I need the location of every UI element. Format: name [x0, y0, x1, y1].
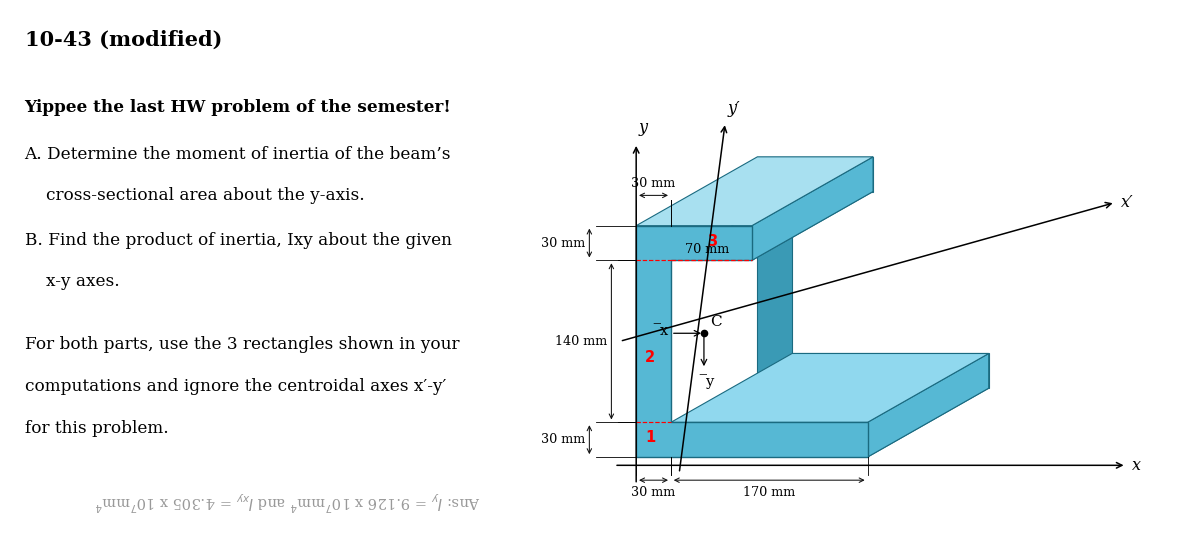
Text: 70 mm: 70 mm	[685, 243, 730, 256]
Text: 30 mm: 30 mm	[631, 486, 676, 499]
Text: 30 mm: 30 mm	[631, 177, 676, 190]
Text: ̅y: ̅y	[707, 374, 715, 389]
Polygon shape	[636, 226, 868, 457]
Text: 170 mm: 170 mm	[743, 486, 796, 499]
Text: x-y axes.: x-y axes.	[47, 273, 120, 290]
Text: cross-sectional area about the y-axis.: cross-sectional area about the y-axis.	[47, 187, 365, 205]
Text: Yippee the last HW problem of the semester!: Yippee the last HW problem of the semest…	[24, 99, 451, 116]
Polygon shape	[636, 157, 874, 226]
Text: 1: 1	[644, 430, 655, 445]
Text: B. Find the product of inertia, Ixy about the given: B. Find the product of inertia, Ixy abou…	[24, 232, 451, 249]
Text: computations and ignore the centroidal axes x′-y′: computations and ignore the centroidal a…	[24, 378, 446, 395]
Text: A. Determine the moment of inertia of the beam’s: A. Determine the moment of inertia of th…	[24, 146, 451, 163]
Text: ̅x: ̅x	[660, 324, 668, 337]
Text: for this problem.: for this problem.	[24, 420, 168, 437]
Text: y′: y′	[728, 100, 740, 117]
Text: Ans: $I_y$ = 9.126 x 10$^7$mm$^4$ and $I_{xy}$ = 4.305 x 10$^7$mm$^4$: Ans: $I_y$ = 9.126 x 10$^7$mm$^4$ and $I…	[95, 489, 480, 512]
Polygon shape	[671, 192, 874, 261]
Text: x: x	[1132, 457, 1141, 474]
Polygon shape	[752, 157, 874, 261]
Text: For both parts, use the 3 rectangles shown in your: For both parts, use the 3 rectangles sho…	[24, 336, 460, 354]
Text: C: C	[710, 315, 722, 329]
Polygon shape	[671, 354, 989, 422]
Text: 30 mm: 30 mm	[541, 433, 584, 446]
Text: 2: 2	[644, 350, 655, 365]
Text: y: y	[638, 120, 648, 137]
Text: 3: 3	[708, 234, 718, 249]
Text: 140 mm: 140 mm	[554, 335, 607, 348]
Polygon shape	[868, 354, 989, 457]
Text: 10-43 (modified): 10-43 (modified)	[24, 29, 222, 49]
Polygon shape	[757, 157, 989, 388]
Text: x′: x′	[1121, 194, 1134, 211]
Text: 30 mm: 30 mm	[541, 237, 584, 249]
Polygon shape	[636, 388, 989, 457]
